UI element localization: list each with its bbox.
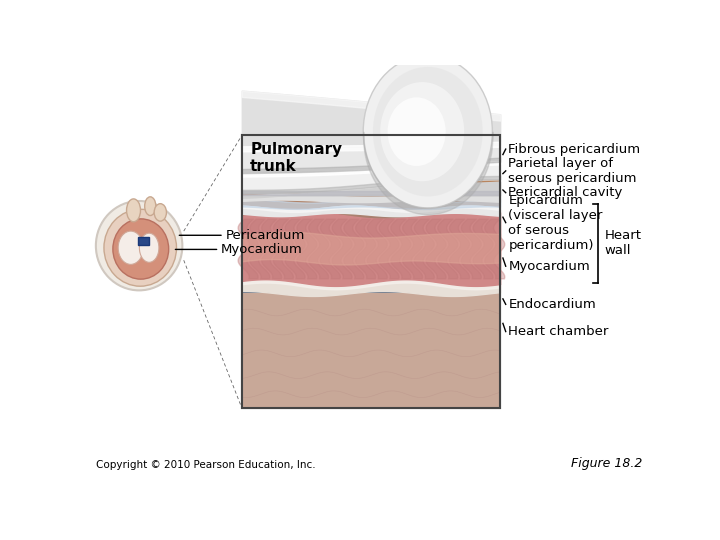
Ellipse shape — [363, 56, 492, 208]
Bar — [242, 403, 500, 408]
Bar — [242, 154, 500, 158]
Bar — [242, 353, 500, 358]
Bar — [242, 381, 500, 385]
Bar — [242, 299, 500, 303]
Bar — [242, 190, 500, 194]
Bar — [242, 167, 500, 172]
Bar — [242, 262, 500, 267]
Bar — [242, 281, 500, 285]
Bar — [242, 199, 500, 204]
Bar — [242, 213, 500, 217]
Text: Pulmonary
trunk: Pulmonary trunk — [250, 141, 342, 174]
Bar — [242, 222, 500, 226]
Bar — [242, 349, 500, 353]
Bar — [242, 399, 500, 403]
Bar — [242, 258, 500, 262]
Bar — [242, 136, 500, 140]
Bar — [242, 313, 500, 317]
Bar — [242, 208, 500, 213]
Bar — [242, 172, 500, 177]
Ellipse shape — [373, 67, 482, 197]
Text: Parietal layer of
serous pericardium: Parietal layer of serous pericardium — [508, 157, 637, 185]
Bar — [242, 163, 500, 167]
Ellipse shape — [140, 233, 159, 262]
Bar — [242, 285, 500, 290]
Bar — [242, 181, 500, 185]
Bar — [242, 394, 500, 399]
Bar — [242, 217, 500, 222]
Bar — [242, 376, 500, 381]
Bar — [242, 326, 500, 330]
Text: Pericardial cavity: Pericardial cavity — [508, 186, 623, 199]
Ellipse shape — [96, 201, 182, 291]
Text: Copyright © 2010 Pearson Education, Inc.: Copyright © 2010 Pearson Education, Inc. — [96, 460, 315, 470]
Bar — [242, 267, 500, 272]
Bar — [242, 249, 500, 253]
Bar — [242, 293, 500, 408]
Text: Epicardium
(visceral layer
of serous
pericardium): Epicardium (visceral layer of serous per… — [508, 194, 603, 252]
Ellipse shape — [127, 199, 140, 222]
Bar — [242, 294, 500, 299]
Bar — [242, 340, 500, 345]
Text: Myocardium: Myocardium — [221, 243, 303, 256]
Bar — [242, 245, 500, 249]
Text: Figure 18.2: Figure 18.2 — [571, 457, 642, 470]
Bar — [242, 308, 500, 313]
Bar — [242, 330, 500, 335]
Text: Endocardium: Endocardium — [508, 298, 596, 311]
Bar — [242, 149, 500, 154]
Bar — [242, 290, 500, 294]
Bar — [242, 362, 500, 367]
Ellipse shape — [113, 219, 168, 279]
Ellipse shape — [118, 231, 143, 265]
Text: Heart chamber: Heart chamber — [508, 325, 609, 338]
Bar — [242, 185, 500, 190]
Ellipse shape — [145, 197, 156, 215]
Bar — [242, 303, 500, 308]
Bar — [242, 372, 500, 376]
Bar — [242, 204, 500, 208]
Ellipse shape — [104, 210, 176, 286]
Bar — [242, 136, 500, 408]
Bar — [242, 194, 500, 199]
Bar — [242, 317, 500, 322]
Bar — [242, 390, 500, 394]
Bar — [242, 136, 500, 408]
Bar — [242, 226, 500, 231]
Bar — [242, 345, 500, 349]
Text: Heart
wall: Heart wall — [605, 229, 642, 257]
Bar — [242, 145, 500, 149]
Ellipse shape — [154, 204, 166, 221]
Ellipse shape — [387, 97, 446, 166]
Bar — [242, 253, 500, 258]
Bar — [242, 231, 500, 235]
Bar — [138, 237, 149, 245]
Bar — [242, 276, 500, 281]
Bar — [242, 140, 500, 145]
Ellipse shape — [380, 82, 464, 181]
Bar — [242, 367, 500, 372]
Bar — [242, 322, 500, 326]
Bar — [242, 335, 500, 340]
Bar — [242, 177, 500, 181]
Bar — [242, 272, 500, 276]
Text: Myocardium: Myocardium — [508, 260, 590, 273]
Text: Pericardium: Pericardium — [225, 229, 305, 242]
Bar — [242, 385, 500, 390]
Bar — [242, 235, 500, 240]
Bar — [242, 158, 500, 163]
Text: Fibrous pericardium: Fibrous pericardium — [508, 143, 641, 156]
Bar — [242, 358, 500, 362]
Bar — [242, 240, 500, 245]
